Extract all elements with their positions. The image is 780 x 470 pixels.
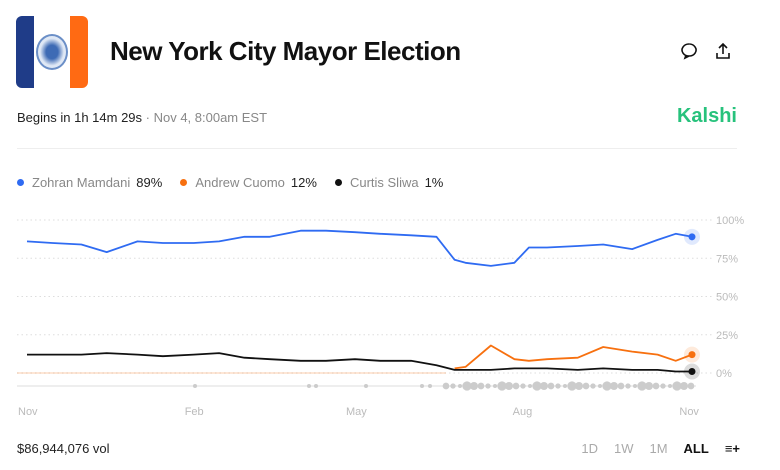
series-end-point <box>688 233 696 241</box>
volume-dot <box>532 381 542 391</box>
volume-dot <box>493 384 497 388</box>
volume-dot <box>450 383 456 389</box>
x-tick-label: Nov <box>679 406 699 418</box>
volume-dot <box>540 382 548 390</box>
event-date: · Nov 4, 8:00am EST <box>142 110 268 125</box>
volume-dot <box>575 382 583 390</box>
volume-dot <box>364 384 368 388</box>
series-line <box>454 344 693 370</box>
range-1w[interactable]: 1W <box>613 441 634 456</box>
volume-dot <box>193 384 197 388</box>
volume: $86,944,076 vol <box>17 441 110 456</box>
price-chart[interactable]: 100% 75% 50% 25% 0% Nov Feb May Aug Nov <box>0 200 780 430</box>
legend-item: Curtis Sliwa 1% <box>334 175 443 190</box>
volume-dot <box>314 384 318 388</box>
range-selector: 1D 1W 1M ALL ≡+ <box>581 441 740 456</box>
divider <box>17 148 737 149</box>
volume-dot <box>520 383 526 389</box>
volume-dot <box>610 382 618 390</box>
volume-dot <box>668 384 672 388</box>
nyc-seal-icon <box>36 34 68 70</box>
volume-dot <box>567 381 577 391</box>
share-icon[interactable] <box>714 42 732 65</box>
volume-dot <box>485 383 491 389</box>
volume-dot <box>598 384 602 388</box>
volume-dot <box>307 384 311 388</box>
volume-dot <box>470 382 478 390</box>
begins-text: Begins in 1h 14m 29s <box>17 110 143 125</box>
volume-dot <box>420 384 424 388</box>
volume-dot <box>687 382 695 390</box>
volume-dot <box>590 383 596 389</box>
volume-dot <box>660 383 666 389</box>
x-tick-label: Feb <box>185 406 204 418</box>
series-line <box>26 229 693 267</box>
volume-dot <box>528 384 532 388</box>
volume-dot <box>680 382 688 390</box>
legend-item: Zohran Mamdani 89% <box>17 175 162 190</box>
volume-dot <box>428 384 432 388</box>
y-tick-label: 50% <box>716 292 738 304</box>
nyc-flag-logo <box>16 16 88 88</box>
series-line <box>27 352 692 373</box>
volume-dot <box>645 382 653 390</box>
volume-dot <box>547 382 555 390</box>
volume-dot <box>497 381 507 391</box>
range-1d[interactable]: 1D <box>581 441 598 456</box>
volume-dot <box>637 381 647 391</box>
range-all[interactable]: ALL <box>683 441 709 456</box>
volume-dot <box>633 384 637 388</box>
range-1m[interactable]: 1M <box>649 441 668 456</box>
series-end-point <box>688 367 696 375</box>
add-compare-icon[interactable]: ≡+ <box>724 441 740 456</box>
volume-dot <box>462 381 472 391</box>
legend: Zohran Mamdani 89% Andrew Cuomo 12% Curtis… <box>17 175 443 190</box>
volume-dot <box>458 384 462 388</box>
x-tick-label: Aug <box>513 406 533 418</box>
y-tick-label: 0% <box>716 368 732 380</box>
kalshi-logo[interactable]: Kalshi <box>676 105 737 127</box>
series-end-point <box>688 351 696 359</box>
volume-dot <box>442 382 450 390</box>
x-tick-label: May <box>346 406 367 418</box>
volume-dot <box>617 382 625 390</box>
x-tick-label: Nov <box>18 406 38 418</box>
volume-dot <box>512 382 520 390</box>
volume-dot <box>555 383 561 389</box>
volume-dot <box>602 381 612 391</box>
volume-dot <box>672 381 682 391</box>
volume-dot <box>652 382 660 390</box>
volume-dot <box>563 384 567 388</box>
y-tick-label: 75% <box>716 253 738 265</box>
legend-item: Andrew Cuomo 12% <box>180 175 317 190</box>
y-tick-label: 100% <box>716 215 744 227</box>
volume-dot <box>625 383 631 389</box>
volume-dot <box>477 382 485 390</box>
countdown: Begins in 1h 14m 29s · Nov 4, 8:00am EST <box>17 110 267 125</box>
volume-dot <box>582 382 590 390</box>
comment-icon[interactable] <box>680 42 698 65</box>
volume-dot <box>505 382 513 390</box>
page-title: New York City Mayor Election <box>110 36 461 66</box>
y-tick-label: 25% <box>716 330 738 342</box>
